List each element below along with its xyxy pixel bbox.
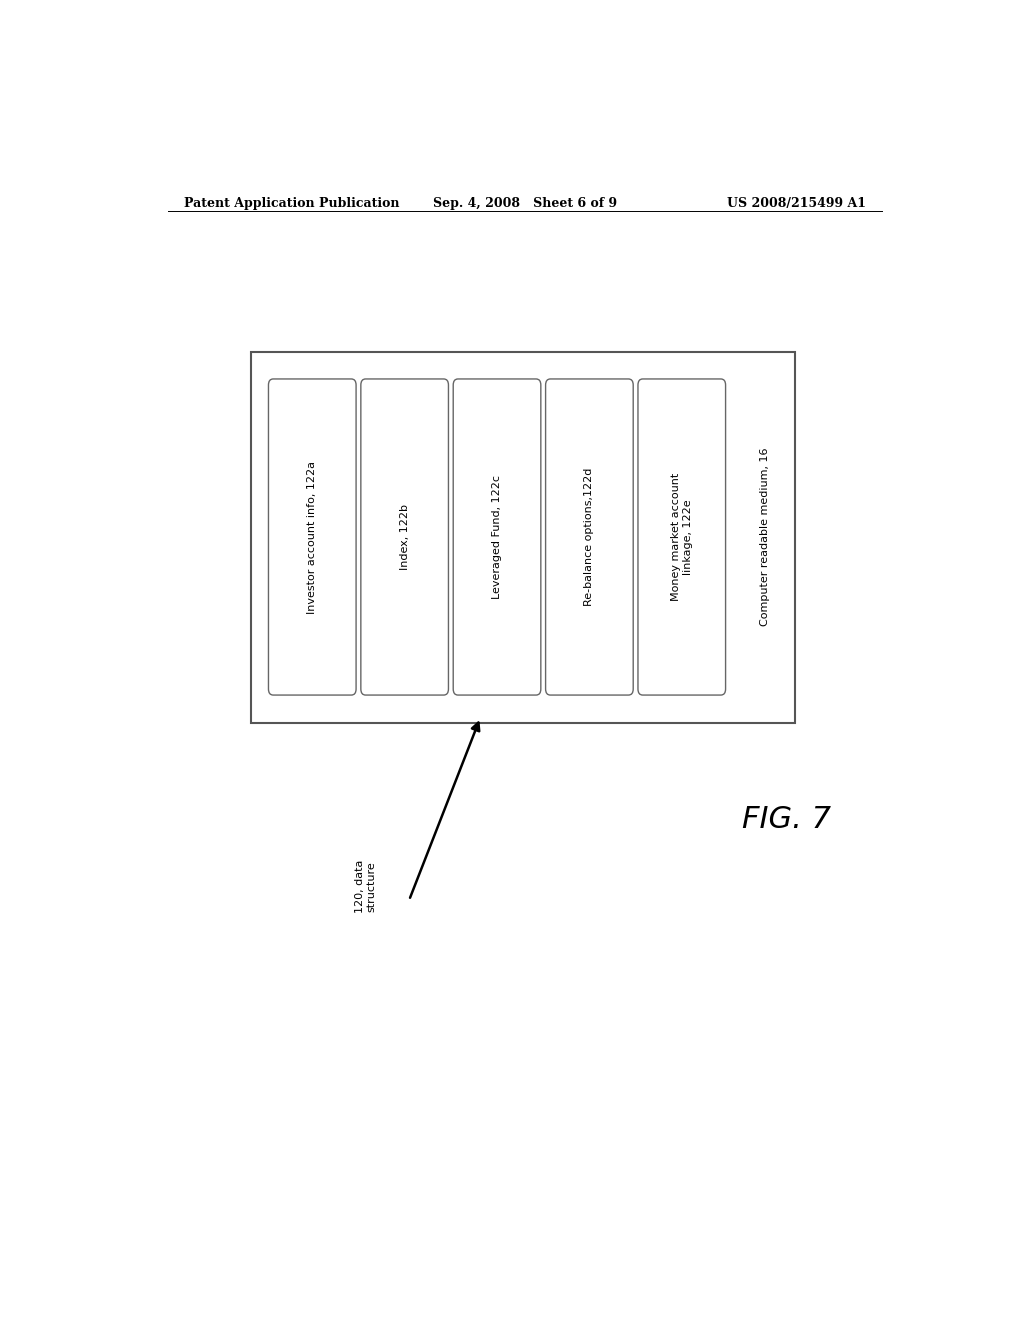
Bar <box>251 351 795 722</box>
Text: Computer readable medium, 16: Computer readable medium, 16 <box>760 447 770 626</box>
Text: US 2008/215499 A1: US 2008/215499 A1 <box>727 197 866 210</box>
Text: Money market account
linkage, 122e: Money market account linkage, 122e <box>671 473 692 601</box>
Text: FIG. 7: FIG. 7 <box>742 805 831 833</box>
FancyBboxPatch shape <box>360 379 449 696</box>
Text: Index, 122b: Index, 122b <box>399 504 410 570</box>
FancyBboxPatch shape <box>638 379 726 696</box>
FancyBboxPatch shape <box>454 379 541 696</box>
Text: Re-balance options,122d: Re-balance options,122d <box>585 467 594 606</box>
FancyBboxPatch shape <box>268 379 356 696</box>
Text: Sep. 4, 2008   Sheet 6 of 9: Sep. 4, 2008 Sheet 6 of 9 <box>433 197 616 210</box>
Text: Leveraged Fund, 122c: Leveraged Fund, 122c <box>492 475 502 599</box>
Text: Patent Application Publication: Patent Application Publication <box>183 197 399 210</box>
FancyBboxPatch shape <box>546 379 633 696</box>
Text: 120, data
structure: 120, data structure <box>354 859 376 913</box>
Text: Investor account info, 122a: Investor account info, 122a <box>307 461 317 614</box>
